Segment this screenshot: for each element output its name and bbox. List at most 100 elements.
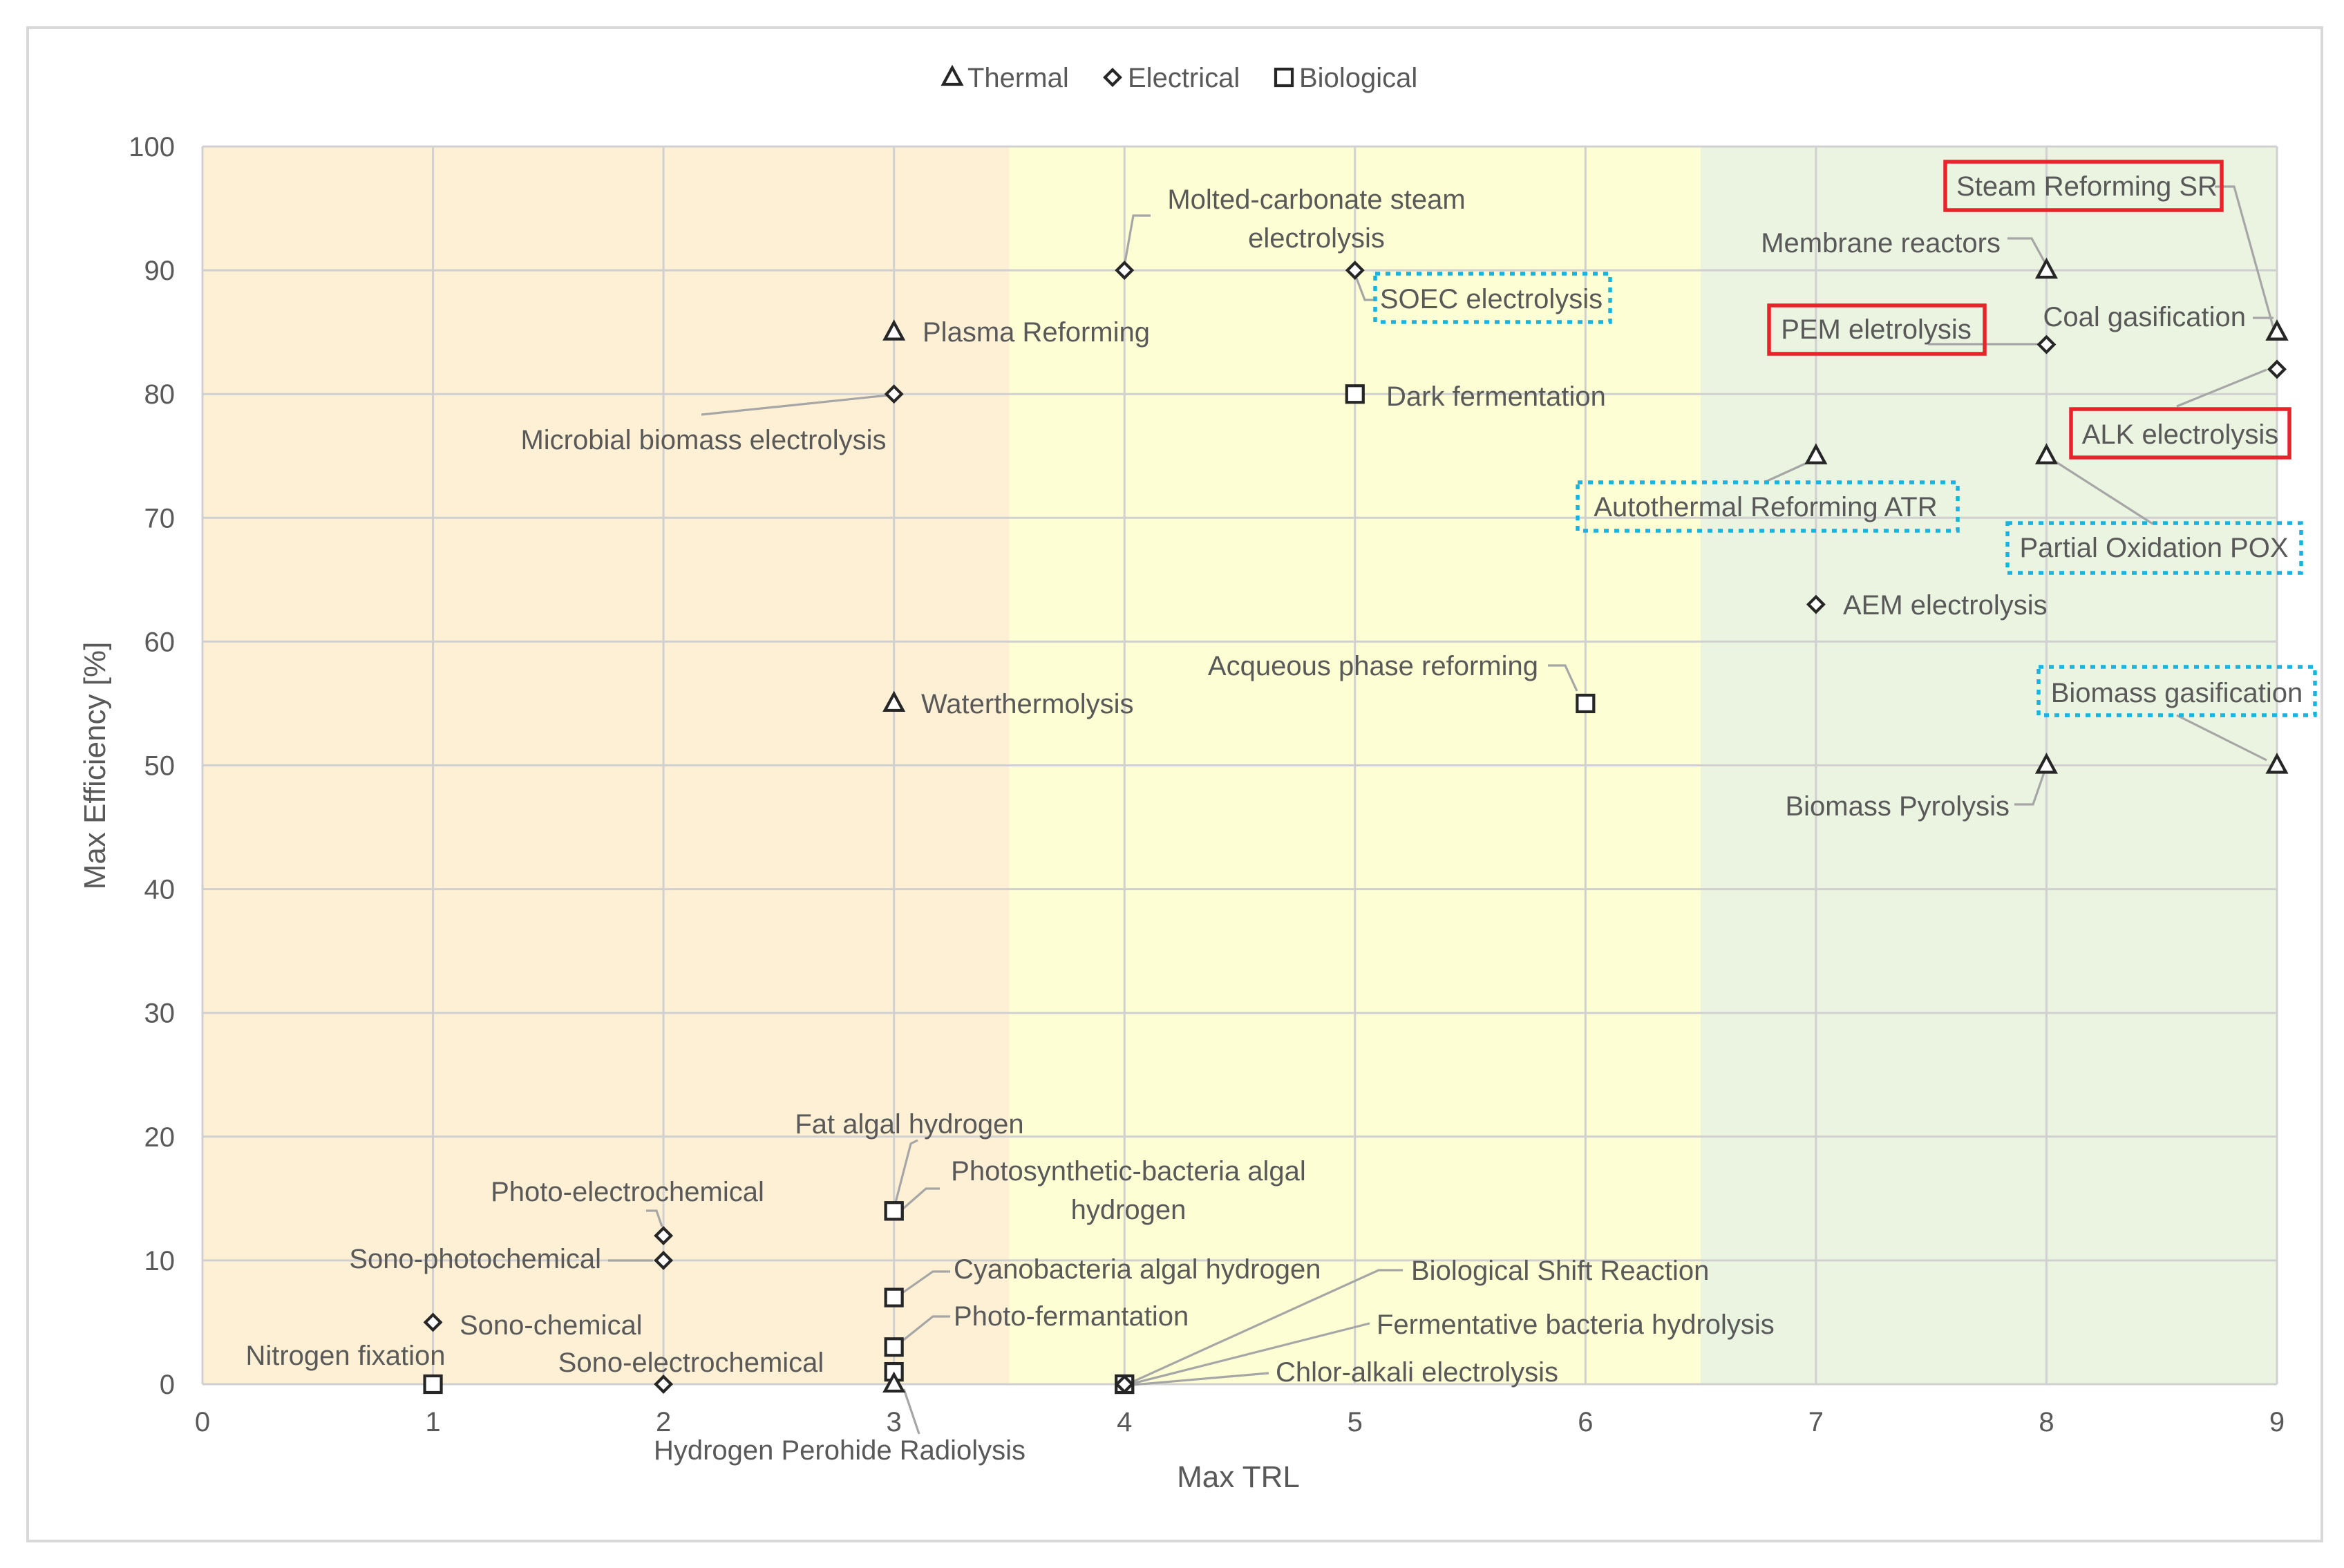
x-tick-label: 9 bbox=[2269, 1407, 2285, 1437]
highlight-boxes bbox=[1373, 160, 2317, 717]
label-photosynthetic-bacteria-algal-hydrogen-line2: hydrogen bbox=[1071, 1195, 1187, 1225]
highlight-box-steam-reforming-sr bbox=[1943, 160, 2224, 212]
marker-nitrogen-fixation bbox=[423, 1374, 443, 1395]
marker-sono-electrochemical bbox=[654, 1375, 674, 1394]
marker-hydrogen-perohide-radiolysis bbox=[882, 1371, 906, 1393]
marker-dark-fermentation bbox=[1345, 384, 1365, 404]
leader-membrane-reactors bbox=[2007, 237, 2048, 267]
legend-marker-thermal bbox=[941, 64, 964, 86]
x-tick-label: 0 bbox=[195, 1407, 210, 1437]
label-nitrogen-fixation: Nitrogen fixation bbox=[245, 1341, 445, 1371]
leader-chlor-alkali-electrolysis bbox=[1124, 1372, 1269, 1387]
marker-photosynthetic-bacteria-algal-hydrogen bbox=[884, 1201, 904, 1221]
x-tick-label: 8 bbox=[2039, 1407, 2054, 1437]
y-tick-label: 50 bbox=[144, 751, 176, 782]
marker-plasma-reforming bbox=[882, 319, 906, 341]
legend-label-thermal: Thermal bbox=[967, 63, 1069, 93]
marker-microbial-biomass-electrolysis bbox=[884, 384, 904, 404]
y-tick-label: 20 bbox=[144, 1122, 176, 1153]
label-hydrogen-perohide-radiolysis: Hydrogen Perohide Radiolysis bbox=[654, 1435, 1026, 1466]
data-markers bbox=[423, 257, 2289, 1395]
label-acqueous-phase-reforming: Acqueous phase reforming bbox=[1208, 651, 1538, 681]
x-axis-title: Max TRL bbox=[1177, 1460, 1300, 1494]
label-dark-fermentation: Dark fermentation bbox=[1386, 381, 1606, 412]
marker-chlor-alkali-electrolysis bbox=[1115, 1375, 1135, 1394]
y-tick-label: 10 bbox=[144, 1246, 176, 1276]
y-tick-label: 100 bbox=[129, 132, 175, 162]
y-axis-title: Max Efficiency [%] bbox=[78, 642, 112, 890]
label-biomass-gasification: Biomass gasification bbox=[2051, 678, 2303, 708]
label-coal-gasification: Coal gasification bbox=[2043, 302, 2247, 332]
leader-fermentative-bacteria-hydrolysis bbox=[1124, 1322, 1370, 1387]
label-molted-carbonate-steam-electrolysis-line2: electrolysis bbox=[1248, 223, 1385, 254]
leader-partial-oxidation-pox bbox=[2046, 455, 2153, 525]
label-chlor-alkali-electrolysis: Chlor-alkali electrolysis bbox=[1276, 1357, 1558, 1388]
leader-hydrogen-perohide-radiolysis bbox=[902, 1388, 920, 1435]
marker-photo-fermantation bbox=[884, 1337, 904, 1357]
label-steam-reforming-sr: Steam Reforming SR bbox=[1956, 171, 2218, 202]
label-sono-electrochemical: Sono-electrochemical bbox=[558, 1348, 824, 1378]
label-photo-fermantation: Photo-fermantation bbox=[954, 1301, 1189, 1332]
leader-alk-electrolysis bbox=[2176, 368, 2267, 408]
marker-alk-electrolysis bbox=[2267, 359, 2287, 379]
label-photo-electrochemical: Photo-electrochemical bbox=[491, 1177, 764, 1207]
leader-photosynthetic-bacteria-algal-hydrogen bbox=[897, 1187, 940, 1214]
leader-microbial-biomass-electrolysis bbox=[701, 394, 889, 416]
leader-acqueous-phase-reforming bbox=[1548, 664, 1578, 692]
marker-photo-electrochemical bbox=[654, 1226, 674, 1246]
marker-biomass-gasification bbox=[2265, 753, 2289, 774]
label-cyanobacteria-algal-hydrogen: Cyanobacteria algal hydrogen bbox=[954, 1254, 1321, 1285]
y-tick-label: 30 bbox=[144, 999, 176, 1029]
leader-molted-carbonate-steam-electrolysis bbox=[1123, 214, 1151, 267]
marker-aem-electrolysis bbox=[1806, 594, 1826, 614]
y-tick-label: 40 bbox=[144, 875, 176, 905]
label-photosynthetic-bacteria-algal-hydrogen: Photosynthetic-bacteria algal bbox=[951, 1156, 1306, 1187]
highlight-box-soec-electrolysis bbox=[1373, 272, 1612, 324]
y-tick-label: 90 bbox=[144, 256, 176, 286]
x-tick-label: 2 bbox=[656, 1407, 671, 1437]
x-tick-label: 7 bbox=[1808, 1407, 1824, 1437]
label-pem-eletrolysis: PEM eletrolysis bbox=[1781, 314, 1972, 345]
label-plasma-reforming: Plasma Reforming bbox=[923, 317, 1150, 348]
label-biomass-pyrolysis: Biomass Pyrolysis bbox=[1785, 791, 2010, 822]
label-soec-electrolysis: SOEC electrolysis bbox=[1380, 284, 1603, 314]
marker-acqueous-phase-reforming bbox=[1576, 693, 1596, 714]
marker-waterthermolysis bbox=[882, 690, 906, 712]
marker-coal-gasification bbox=[2265, 319, 2289, 341]
legend-marker-electrical bbox=[1103, 68, 1122, 87]
label-aem-electrolysis: AEM electrolysis bbox=[1843, 590, 2048, 621]
label-alk-electrolysis: ALK electrolysis bbox=[2082, 419, 2279, 450]
legend-label-electrical: Electrical bbox=[1128, 63, 1240, 93]
marker-cyanobacteria-algal-hydrogen bbox=[884, 1287, 904, 1307]
x-tick-label: 3 bbox=[887, 1407, 902, 1437]
marker-biomass-pyrolysis bbox=[2034, 753, 2058, 774]
y-tick-label: 0 bbox=[160, 1370, 175, 1400]
x-tick-label: 5 bbox=[1348, 1407, 1363, 1437]
point-labels: Steam Reforming SR Membrane reactors Coal … bbox=[245, 171, 2303, 1466]
highlight-box-alk-electrolysis bbox=[2069, 407, 2291, 460]
leader-photo-fermantation bbox=[898, 1315, 950, 1345]
label-fat-algal-hydrogen: Fat algal hydrogen bbox=[795, 1109, 1023, 1140]
label-sono-chemical: Sono-chemical bbox=[460, 1310, 643, 1341]
x-tick-label: 6 bbox=[1578, 1407, 1593, 1437]
leader-cyanobacteria-algal-hydrogen bbox=[898, 1270, 950, 1297]
label-biological-shift-reaction: Biological Shift Reaction bbox=[1411, 1256, 1709, 1286]
marker-pem-eletrolysis bbox=[2036, 334, 2057, 355]
x-tick-label: 1 bbox=[425, 1407, 440, 1437]
marker-soec-electrolysis bbox=[1345, 261, 1365, 281]
marker-molted-carbonate-steam-electrolysis bbox=[1115, 261, 1135, 281]
leader-soec-electrolysis bbox=[1354, 276, 1375, 301]
leader-biomass-gasification bbox=[2176, 714, 2267, 762]
marker-membrane-reactors bbox=[2034, 257, 2058, 279]
leader-photo-electrochemical bbox=[646, 1209, 663, 1227]
label-membrane-reactors: Membrane reactors bbox=[1761, 228, 2001, 258]
leader-biomass-pyrolysis bbox=[2014, 772, 2045, 806]
marker-autothermal-reforming-atr bbox=[1804, 443, 1828, 464]
legend: Thermal Electrical Biological bbox=[941, 63, 1417, 93]
y-tick-label: 70 bbox=[144, 503, 176, 533]
highlight-box-biomass-gasification bbox=[2036, 665, 2317, 717]
marker-sono-photochemical bbox=[654, 1250, 674, 1270]
label-fermentative-bacteria-hydrolysis: Fermentative bacteria hydrolysis bbox=[1377, 1310, 1775, 1340]
